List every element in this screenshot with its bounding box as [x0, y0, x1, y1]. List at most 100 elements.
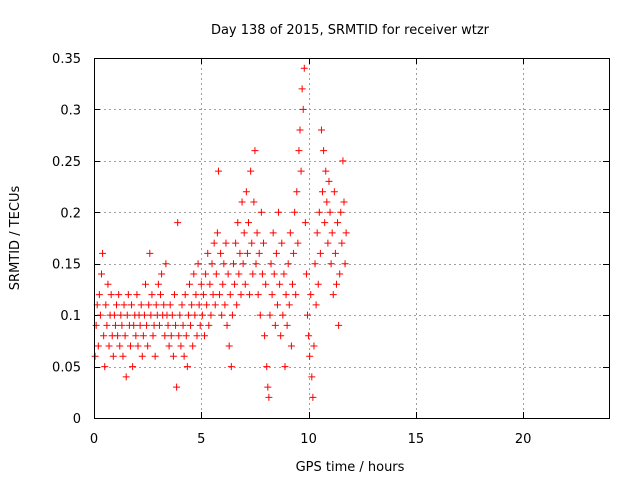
data-point — [101, 363, 109, 371]
data-point — [304, 311, 312, 319]
data-point — [301, 219, 309, 227]
data-point — [317, 126, 325, 134]
data-point — [165, 342, 173, 350]
data-point — [324, 239, 332, 247]
data-point — [311, 260, 319, 268]
data-point — [246, 291, 254, 299]
data-point — [217, 249, 225, 257]
data-point — [182, 332, 190, 340]
data-point — [166, 301, 174, 309]
data-point — [276, 280, 284, 288]
data-point — [334, 219, 342, 227]
data-point — [168, 311, 176, 319]
data-point — [164, 321, 172, 329]
x-tick-labels: 0 5 10 15 20 — [90, 432, 532, 447]
data-point — [315, 208, 323, 216]
data-point — [143, 321, 151, 329]
chart-title: Day 138 of 2015, SRMTID for receiver wtz… — [211, 23, 490, 38]
data-point — [113, 301, 121, 309]
data-point — [96, 311, 104, 319]
data-point — [336, 270, 344, 278]
data-point — [190, 270, 198, 278]
data-point — [117, 311, 125, 319]
data-point — [158, 270, 166, 278]
data-point — [123, 311, 131, 319]
data-point — [140, 311, 148, 319]
data-point — [161, 332, 169, 340]
data-point — [223, 321, 231, 329]
y-tick-label: 0.35 — [52, 52, 81, 67]
data-point — [195, 301, 203, 309]
data-point — [295, 147, 303, 155]
data-point — [179, 321, 187, 329]
data-point — [292, 291, 300, 299]
data-point — [327, 260, 335, 268]
data-point — [134, 342, 142, 350]
data-point — [157, 291, 165, 299]
data-point — [102, 301, 110, 309]
data-point — [122, 373, 130, 381]
data-point — [136, 321, 144, 329]
data-point — [167, 332, 175, 340]
data-point — [98, 270, 106, 278]
data-point — [338, 239, 346, 247]
data-point — [187, 321, 195, 329]
data-point — [152, 301, 160, 309]
y-tick-label: 0.3 — [60, 103, 81, 118]
data-point — [339, 157, 347, 165]
x-tick-label: 20 — [515, 432, 532, 447]
data-point — [284, 260, 292, 268]
data-point — [282, 291, 290, 299]
data-point — [201, 332, 209, 340]
data-point — [271, 321, 279, 329]
x-axis-title: GPS time / hours — [296, 460, 405, 475]
data-point — [265, 393, 273, 401]
data-point — [269, 229, 277, 237]
data-point — [332, 280, 340, 288]
data-point — [305, 332, 313, 340]
data-point — [257, 208, 265, 216]
data-point — [252, 260, 260, 268]
data-point — [275, 208, 283, 216]
data-point — [285, 301, 293, 309]
data-point — [233, 301, 241, 309]
data-point — [240, 229, 248, 237]
data-point — [120, 301, 128, 309]
y-tick-label: 0.1 — [60, 309, 81, 324]
data-point — [245, 219, 252, 227]
data-point — [115, 291, 123, 299]
y-tick-label: 0.05 — [52, 361, 81, 376]
data-point — [169, 352, 177, 360]
data-point — [192, 291, 200, 299]
data-point — [92, 321, 100, 329]
data-point — [279, 311, 287, 319]
data-point — [273, 301, 281, 309]
data-point — [207, 311, 215, 319]
data-point — [188, 301, 196, 309]
data-point — [138, 352, 146, 360]
data-point — [185, 280, 193, 288]
y-tick-label: 0.15 — [52, 258, 81, 273]
data-point — [210, 239, 218, 247]
data-point — [151, 352, 159, 360]
data-point — [116, 342, 124, 350]
data-point — [229, 260, 237, 268]
data-point — [227, 363, 235, 371]
data-point — [228, 311, 236, 319]
data-point — [180, 352, 188, 360]
data-point — [191, 311, 199, 319]
data-point — [197, 280, 205, 288]
data-point — [231, 280, 239, 288]
data-point — [307, 291, 315, 299]
data-point — [213, 229, 221, 237]
data-point — [238, 198, 246, 206]
data-point — [341, 260, 349, 268]
data-point — [322, 167, 330, 175]
data-point — [254, 291, 262, 299]
data-point — [219, 280, 227, 288]
data-point — [155, 321, 163, 329]
data-point — [296, 126, 304, 134]
data-point — [235, 270, 243, 278]
data-point — [253, 229, 261, 237]
data-point — [278, 239, 286, 247]
